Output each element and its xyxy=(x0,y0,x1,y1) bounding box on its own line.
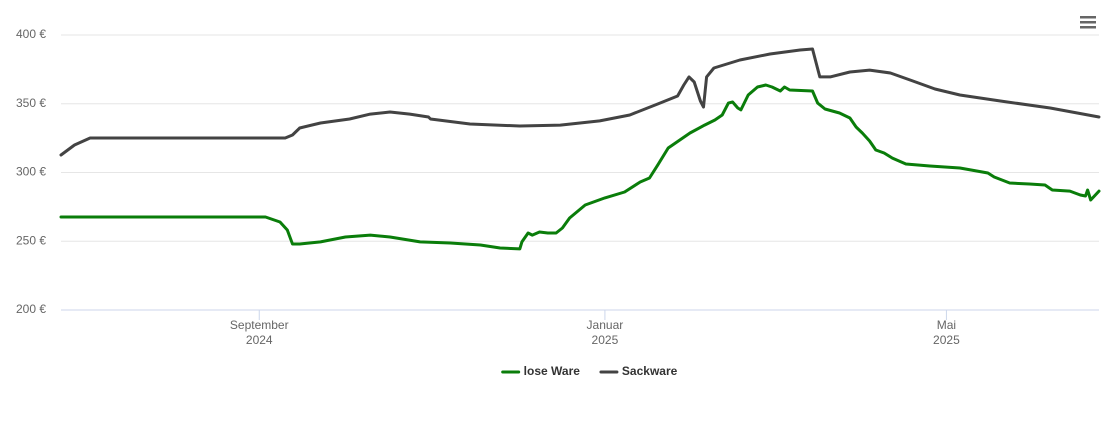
legend: lose Ware Sackware xyxy=(501,364,678,378)
x-tick-label: Januar 2025 xyxy=(587,318,624,347)
y-tick-label: 350 € xyxy=(16,96,46,110)
series-line xyxy=(59,83,1101,251)
x-tick-label-line: 2025 xyxy=(933,333,960,347)
legend-item[interactable]: Sackware xyxy=(599,364,678,378)
menu-icon-bar[interactable] xyxy=(1080,16,1096,19)
x-tick-label-line: 2025 xyxy=(592,333,619,347)
menu-icon-bar[interactable] xyxy=(1080,26,1096,29)
y-tick-label: 300 € xyxy=(16,165,46,179)
y-tick-label: 250 € xyxy=(16,233,46,247)
x-tick-label: Mai 2025 xyxy=(933,318,960,347)
menu-icon-bar[interactable] xyxy=(1080,21,1096,24)
x-tick-label-line: 2024 xyxy=(246,333,273,347)
legend-label: Sackware xyxy=(622,364,678,378)
y-tick-label: 400 € xyxy=(16,27,46,41)
x-tick-label-line: September xyxy=(230,318,289,332)
y-tick-label: 200 € xyxy=(16,302,46,316)
legend-label: lose Ware xyxy=(524,364,581,378)
menu-button[interactable] xyxy=(1078,14,1098,32)
legend-item[interactable]: lose Ware xyxy=(501,364,581,378)
series-line xyxy=(59,47,1101,157)
x-tick-label-line: Januar xyxy=(587,318,624,332)
x-tick-label: September 2024 xyxy=(230,318,289,347)
x-tick-label-line: Mai xyxy=(937,318,956,332)
